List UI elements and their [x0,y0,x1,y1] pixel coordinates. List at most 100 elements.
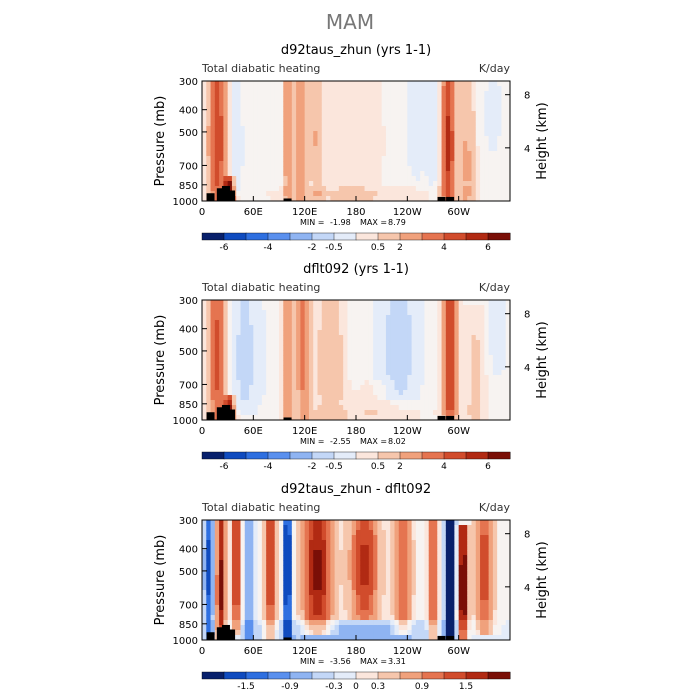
heatmap-cell [488,315,494,321]
heatmap-cell [398,350,404,356]
heatmap-cell [403,390,408,396]
heatmap-cell [351,395,357,401]
heatmap-cell [373,415,378,421]
heatmap-cell [467,96,472,102]
heatmap-cell [420,151,425,157]
heatmap-cell [206,106,211,112]
heatmap-cell [467,151,472,157]
heatmap-cell [210,360,216,366]
heatmap-cell [364,335,370,341]
heatmap-cell [270,565,276,571]
heatmap-cell [505,330,511,336]
heatmap-cell [497,380,502,386]
heatmap-cell [364,360,370,366]
heatmap-cell [206,335,211,341]
heatmap-cell [274,360,280,366]
heatmap-cell [326,595,331,601]
heatmap-cell [313,390,318,396]
heatmap-cell [214,545,220,551]
heatmap-cell [317,610,323,616]
heatmap-cell [313,111,318,117]
heatmap-cell [313,141,318,147]
heatmap-cell [488,136,494,142]
heatmap-cell [364,126,370,132]
heatmap-cell [219,380,224,386]
heatmap-cell [219,545,224,551]
heatmap-cell [373,96,378,102]
heatmap-cell [385,575,391,581]
heatmap-cell [484,330,490,336]
heatmap-cell [223,570,229,576]
heatmap-cell [343,550,348,556]
heatmap-cell [407,555,413,561]
heatmap-cell [257,176,263,182]
max-value: 8.02 [388,437,406,446]
heatmap-cell [441,600,447,606]
heatmap-cell [270,525,276,531]
heatmap-cell [390,410,395,416]
heatmap-cell [287,595,293,601]
heatmap-cell [394,620,400,626]
heatmap-cell [223,166,229,172]
heatmap-cell [351,565,357,571]
heatmap-cell [347,335,353,341]
heatmap-cell [317,405,323,411]
heatmap-cell [471,300,477,306]
heatmap-cell [274,305,280,311]
heatmap-cell [202,181,207,187]
heatmap-cell [424,595,430,601]
heatmap-cell [308,101,314,107]
heatmap-cell [287,166,293,172]
heatmap-cell [244,141,250,147]
heatmap-cell [274,141,280,147]
heatmap-cell [458,146,464,152]
heatmap-cell [351,355,357,361]
heatmap-cell [210,520,216,526]
heatmap-cell [360,560,365,566]
heatmap-cell [202,375,207,381]
heatmap-cell [373,380,378,386]
heatmap-cell [219,370,224,376]
heatmap-cell [274,345,280,351]
heatmap-cell [433,310,438,316]
heatmap-cell [484,191,490,197]
heatmap-cell [364,86,370,92]
heatmap-cell [338,111,344,117]
heatmap-cell [300,320,306,326]
heatmap-cell [240,370,246,376]
heatmap-cell [403,360,408,366]
heatmap-cell [210,610,216,616]
heatmap-cell [488,385,494,391]
heatmap-cell [377,535,383,541]
heatmap-cell [283,181,288,187]
heatmap-cell [313,600,318,606]
heatmap-cell [283,121,288,127]
heatmap-cell [368,360,374,366]
heatmap-cell [343,575,348,581]
heatmap-cell [202,625,207,631]
heatmap-cell [308,375,314,381]
heatmap-cell [317,136,323,142]
heatmap-cell [424,176,430,182]
heatmap-cell [488,335,494,341]
heatmap-cell [210,620,216,626]
heatmap-cell [257,81,263,87]
heatmap-cell [313,91,318,97]
heatmap-cell [420,395,425,401]
heatmap-cell [407,136,413,142]
heatmap-cell [249,360,254,366]
heatmap-cell [441,176,447,182]
heatmap-cell [249,535,254,541]
heatmap-cell [219,605,224,611]
heatmap-cell [274,330,280,336]
heatmap-cell [471,126,477,132]
heatmap-cell [458,320,464,326]
heatmap-cell [236,156,241,162]
heatmap-cell [304,570,310,576]
heatmap-cell [411,575,417,581]
heatmap-cell [202,390,207,396]
heatmap-cell [441,191,447,197]
heatmap-cell [338,161,344,167]
heatmap-cell [428,106,434,112]
heatmap-cell [471,106,477,112]
